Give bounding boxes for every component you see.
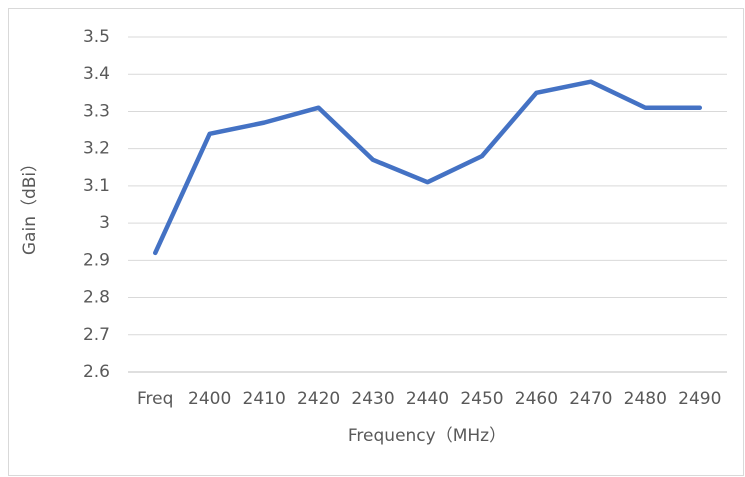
y-tick-label: 3 <box>99 213 110 233</box>
y-tick-label: 3.1 <box>83 176 110 196</box>
x-tick-label: 2490 <box>678 389 721 409</box>
x-tick-label: 2400 <box>188 389 231 409</box>
x-tick-label: 2420 <box>297 389 340 409</box>
x-tick-label: Freq <box>137 389 173 409</box>
x-tick-label: 2480 <box>624 389 667 409</box>
y-tick-label: 2.6 <box>83 362 110 382</box>
y-tick-label: 3.2 <box>83 139 110 159</box>
x-tick-label: 2410 <box>243 389 286 409</box>
y-tick-label: 2.7 <box>83 325 110 345</box>
y-tick-label: 3.4 <box>83 64 110 84</box>
x-tick-label: 2440 <box>406 389 449 409</box>
y-tick-label: 2.8 <box>83 288 110 308</box>
y-axis-title: Gain（dBi） <box>20 155 40 255</box>
chart-border <box>8 8 744 476</box>
x-axis-title: Frequency（MHz） <box>348 426 506 446</box>
x-tick-label: 2450 <box>460 389 503 409</box>
x-tick-label: 2430 <box>351 389 394 409</box>
y-tick-label: 3.3 <box>83 101 110 121</box>
y-tick-label: 3.5 <box>83 27 110 47</box>
x-tick-label: 2470 <box>569 389 612 409</box>
y-tick-label: 2.9 <box>83 250 110 270</box>
line-series <box>152 79 703 256</box>
x-tick-label: 2460 <box>515 389 558 409</box>
